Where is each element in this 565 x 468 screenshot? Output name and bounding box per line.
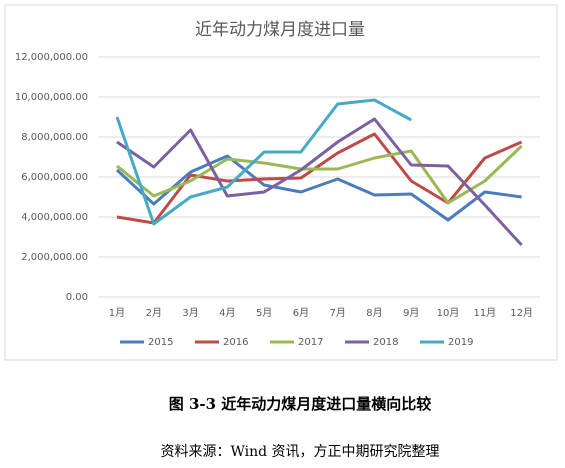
series-line [116,117,523,247]
y-tick-label: 4,000,000.00 [21,212,88,223]
caption: 图 3-3 近年动力煤月度进口量横向比较 [169,395,432,413]
x-tick-label: 1月 [109,307,125,319]
x-tick-label: 12月 [510,307,533,319]
legend-label: 2018 [373,337,398,348]
x-tick-label: 2月 [146,307,162,319]
legend-label: 2015 [148,337,173,348]
series-line [116,144,523,205]
y-tick-label: 0.00 [66,292,88,303]
x-tick-label: 4月 [219,307,235,319]
x-tick-label: 11月 [473,307,496,319]
x-tick-label: 10月 [437,307,460,319]
y-tick-label: 6,000,000.00 [21,172,88,183]
x-tick-label: 8月 [366,307,382,319]
y-tick-label: 2,000,000.00 [21,252,88,263]
y-tick-label: 8,000,000.00 [21,132,88,143]
legend-label: 2016 [223,337,248,348]
legend-label: 2017 [298,337,323,348]
y-tick-label: 12,000,000.00 [15,52,88,63]
series-line [115,154,522,222]
x-tick-label: 5月 [256,307,272,319]
y-tick-label: 10,000,000.00 [15,92,88,103]
x-tick-label: 9月 [403,307,419,319]
chart-title: 近年动力煤月度进口量 [195,20,365,40]
series-line [115,98,412,226]
x-tick-label: 7月 [330,307,346,319]
legend-label: 2019 [448,337,473,348]
source: 资料来源：Wind 资讯，方正中期研究院整理 [160,444,439,460]
x-tick-label: 3月 [182,307,198,319]
x-tick-label: 6月 [293,307,309,319]
